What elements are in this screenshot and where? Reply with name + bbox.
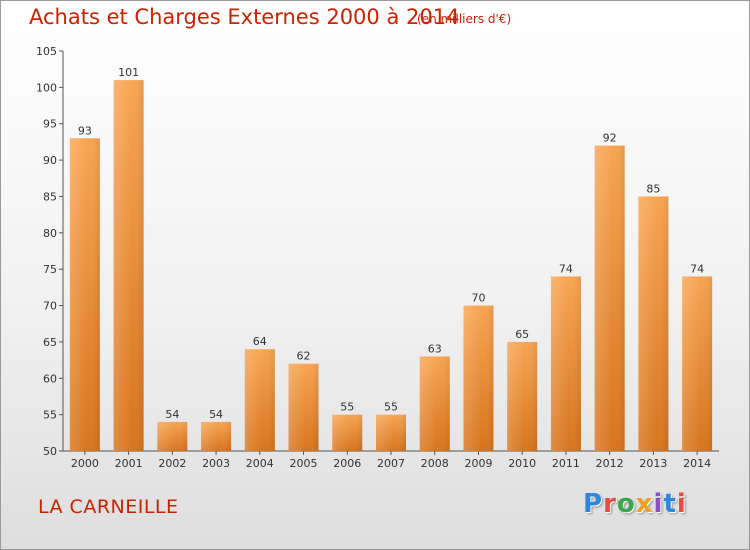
proxiti-logo: Proxiti (583, 489, 687, 519)
y-tick-label: 75 (43, 263, 57, 276)
logo-letter: o (616, 489, 636, 519)
data-label: 54 (209, 408, 223, 421)
chart-title: Achats et Charges Externes 2000 à 2014 (29, 5, 460, 29)
data-label: 92 (603, 132, 617, 145)
bar-highlight (244, 349, 275, 451)
x-tick-label: 2006 (333, 457, 361, 470)
data-label: 74 (690, 262, 704, 275)
logo-letter: t (663, 489, 677, 519)
data-label: 63 (428, 342, 442, 355)
y-tick-label: 65 (43, 336, 57, 349)
data-label: 70 (471, 292, 485, 305)
x-tick-label: 2004 (246, 457, 274, 470)
bar-highlight (463, 305, 494, 451)
data-label: 85 (646, 182, 660, 195)
data-label: 55 (340, 401, 354, 414)
x-tick-label: 2007 (377, 457, 405, 470)
logo-letter: r (603, 489, 617, 519)
x-tick-label: 2003 (202, 457, 230, 470)
y-tick-label: 80 (43, 227, 57, 240)
data-label: 65 (515, 328, 529, 341)
bar-highlight (157, 421, 188, 451)
x-tick-label: 2008 (421, 457, 449, 470)
x-tick-label: 2011 (552, 457, 580, 470)
x-tick-label: 2000 (71, 457, 99, 470)
bar-highlight (594, 145, 625, 451)
data-label: 62 (297, 350, 311, 363)
x-tick-label: 2002 (158, 457, 186, 470)
x-tick-label: 2009 (464, 457, 492, 470)
x-tick-label: 2014 (683, 457, 711, 470)
x-tick-label: 2013 (639, 457, 667, 470)
y-tick-label: 105 (36, 45, 57, 58)
bar-highlight (201, 421, 232, 451)
y-tick-label: 90 (43, 154, 57, 167)
bar-highlight (550, 276, 581, 451)
data-label: 93 (78, 124, 92, 137)
y-tick-label: 100 (36, 81, 57, 94)
data-label: 101 (118, 66, 139, 79)
y-tick-label: 55 (43, 409, 57, 422)
y-tick-label: 85 (43, 190, 57, 203)
x-tick-label: 2012 (596, 457, 624, 470)
x-tick-label: 2010 (508, 457, 536, 470)
data-label: 64 (253, 335, 267, 348)
logo-letter: P (583, 489, 604, 519)
y-axis: 50 55 60 65 70 75 80 85 90 95 100 105 (36, 45, 64, 458)
chart-unit-label: (en milliers d'€) (417, 12, 512, 26)
bar-highlight (69, 138, 100, 452)
y-tick-label: 50 (43, 445, 57, 458)
x-axis: 2000 2001 2002 2003 2004 2005 2006 2007 2008 2009… (63, 450, 719, 470)
bar-highlight (332, 414, 363, 451)
logo-letter: i (653, 489, 664, 519)
data-label: 55 (384, 401, 398, 414)
y-tick-label: 60 (43, 372, 57, 385)
bar-highlight (507, 341, 538, 451)
bar-highlight (638, 196, 669, 451)
bar-highlight (113, 80, 144, 451)
data-label: 54 (165, 408, 179, 421)
y-tick-label: 70 (43, 300, 57, 313)
x-tick-label: 2001 (115, 457, 143, 470)
bar-highlight (419, 356, 450, 451)
data-label: 74 (559, 262, 573, 275)
bar-highlight (288, 363, 319, 451)
y-tick-label: 95 (43, 118, 57, 131)
commune-name: LA CARNEILLE (38, 496, 179, 518)
x-tick-label: 2005 (290, 457, 318, 470)
logo-letter: i (676, 489, 687, 519)
data-labels: 93 101 54 54 64 62 55 55 63 70 65 74 92 85 74 (78, 66, 704, 421)
bars (69, 80, 713, 452)
bar-highlight (376, 414, 406, 451)
logo-letter: x (635, 489, 654, 519)
bar-highlight (682, 276, 713, 451)
